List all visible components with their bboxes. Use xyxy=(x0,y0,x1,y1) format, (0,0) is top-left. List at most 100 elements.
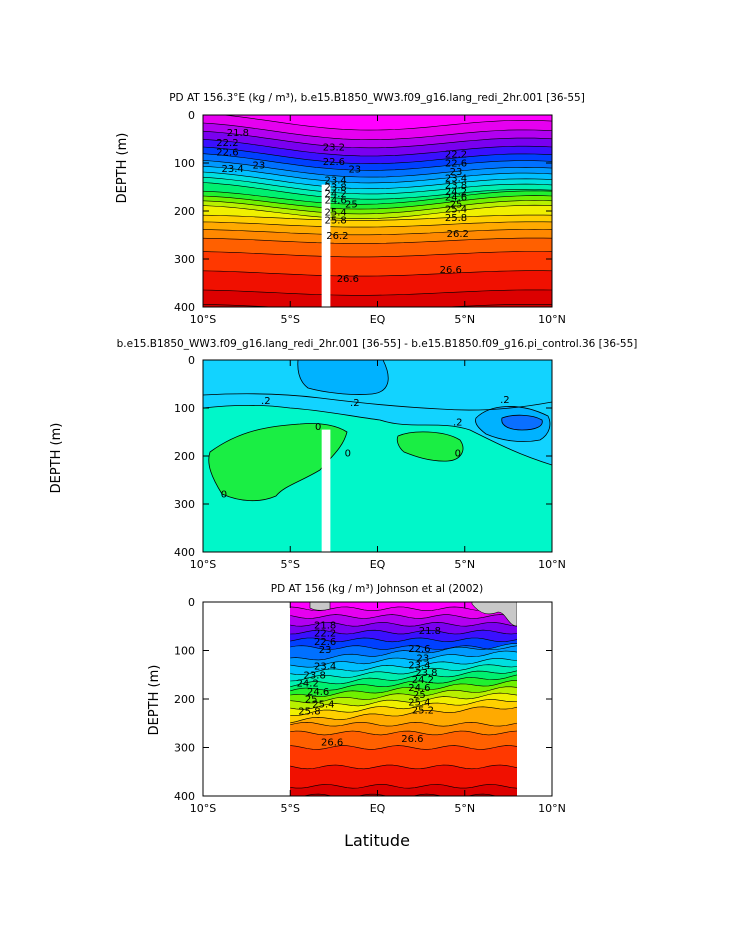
panel3-contour-label: 23 xyxy=(319,645,332,656)
panel1-contour-label: 23.4 xyxy=(445,173,467,184)
panel2-xtick-label: 10°S xyxy=(190,558,216,571)
panel2-contour-label: 0 xyxy=(455,449,461,460)
panel2-xtick-label: EQ xyxy=(370,558,386,571)
panel2-contour-label: 0 xyxy=(221,489,227,500)
panel2-region-plus-0.6 xyxy=(501,414,543,431)
panel1-contour-label: 25.8 xyxy=(324,216,346,227)
panel3-contour-line xyxy=(290,764,517,770)
panel1-masked-column xyxy=(321,184,331,307)
panel1-contour-line xyxy=(203,171,552,189)
panel1-contour-line xyxy=(203,146,552,165)
panel1-contour-label: 22.2 xyxy=(445,149,467,160)
panel2-ytick-label: 300 xyxy=(174,498,195,511)
panel3-contour-label: 21.8 xyxy=(419,626,441,637)
panel1-contour-label: 24.6 xyxy=(445,193,467,204)
panel1-contour-label: 22.6 xyxy=(323,157,345,168)
panel1-contour-label: 25 xyxy=(345,199,358,210)
panel1-contour-line xyxy=(203,204,552,220)
panel2-xtick-label: 5°N xyxy=(454,558,475,571)
panel3-contour-line xyxy=(290,650,517,668)
panel3-xtick-label: 10°N xyxy=(538,802,566,815)
panel-density-difference: b.e15.B1850_WW3.f09_g16.lang_redi_2hr.00… xyxy=(49,338,637,571)
panel1-contour-line xyxy=(203,229,552,236)
panel3-contour-label: 22.2 xyxy=(314,629,336,640)
panel3-contour-label: 24.6 xyxy=(408,683,430,694)
panel1-contour-line xyxy=(203,195,552,210)
panel2-xtick-label: 10°N xyxy=(538,558,566,571)
panel3-xtick-label: 5°N xyxy=(454,802,475,815)
panel3-ytick-label: 200 xyxy=(174,693,195,706)
panel1-contour-line xyxy=(203,160,552,178)
panel3-xtick-label: 10°S xyxy=(190,802,216,815)
panel1-contour-label: 26.2 xyxy=(447,229,469,240)
panel1-field xyxy=(203,115,552,307)
panel1-contour-line xyxy=(203,165,552,184)
panel1-ytick-label: 100 xyxy=(174,157,195,170)
panel-model-density: PD AT 156.3°E (kg / m³), b.e15.B1850_WW3… xyxy=(115,92,585,326)
panel3-contour-line xyxy=(290,637,517,643)
panel1-contour-label: 22.6 xyxy=(445,158,467,169)
panel3-contour-line xyxy=(290,699,517,717)
panel2-region-negative-right xyxy=(396,431,464,462)
panel1-contour-label: 26.6 xyxy=(337,274,359,285)
panel1-ytick-label: 400 xyxy=(174,301,195,314)
panel3-contour-label: 23.4 xyxy=(314,662,336,673)
panel3-contour-line xyxy=(290,643,517,661)
panel1-contour-label: 25.8 xyxy=(445,213,467,224)
panel3-contour-line xyxy=(290,645,517,650)
panel1-contour-line xyxy=(203,251,552,258)
panel3-contour-label: 25 xyxy=(305,694,318,705)
panel3-contour-line xyxy=(290,692,517,710)
panel1-ytick-label: 300 xyxy=(174,253,195,266)
panel3-contour-line xyxy=(290,664,517,682)
panel2-ytick-label: 200 xyxy=(174,450,195,463)
panel1-contour-label: 23.4 xyxy=(222,164,244,175)
panel3-contour-line xyxy=(290,629,517,635)
panel1-xtick-label: 5°S xyxy=(281,313,300,326)
panel1-ylabel: DEPTH (m) xyxy=(115,133,130,204)
panel1-contour-label: 24.2 xyxy=(445,187,467,198)
panel2-contour-label: .2 xyxy=(453,417,463,428)
panel3-xlabel: Latitude xyxy=(344,831,410,850)
panel2-ytick-label: 0 xyxy=(188,354,195,367)
panel1-ytick-label: 0 xyxy=(188,109,195,122)
panel2-contour-labels: .2 .2 .2 .2 0 0 0 0 xyxy=(221,395,510,501)
panel3-contour-line xyxy=(290,658,517,675)
panel1-contour-line xyxy=(203,289,552,296)
panel1-contour-label: 22.2 xyxy=(216,138,238,149)
panel2-ylabel: DEPTH (m) xyxy=(49,423,64,494)
panel1-contour-line xyxy=(203,200,552,215)
panel3-contour-line xyxy=(290,721,517,727)
panel1-contour-label: 25.4 xyxy=(445,205,467,216)
panel1-contour-line xyxy=(203,176,552,195)
panel2-region-plus-0.4-left xyxy=(297,360,389,395)
panel1-title: PD AT 156.3°E (kg / m³), b.e15.B1850_WW3… xyxy=(169,92,585,104)
panel3-contour-line xyxy=(290,745,517,750)
panel3-contour-line xyxy=(290,686,517,704)
panel2-contour-label: .2 xyxy=(261,396,271,407)
panel3-contour-label: 25 xyxy=(413,690,426,701)
panel3-contour-labels: 21.822.222.62323.423.824.224.62525.425.8… xyxy=(297,620,441,748)
panel1-contour-line xyxy=(203,139,552,157)
panel2-ytick-label: 400 xyxy=(174,546,195,559)
panel2-region-plus-0.2 xyxy=(203,360,552,465)
panel-observed-density: PD AT 156 (kg / m³) Johnson et al (2002)… xyxy=(147,583,566,850)
panel1-contour-label: 23.8 xyxy=(324,182,346,193)
panel3-contour-line xyxy=(302,793,498,796)
panel2-field xyxy=(203,360,552,552)
panel1-contour-line xyxy=(203,221,552,228)
panel2-contour-label: 0 xyxy=(345,449,351,460)
panel3-contour-label: 24.2 xyxy=(297,678,319,689)
panel3-contour-label: 24.2 xyxy=(412,675,434,686)
panel3-xtick-label: 5°S xyxy=(281,802,300,815)
panel3-ytick-label: 400 xyxy=(174,790,195,803)
panel2-masked-column xyxy=(321,429,331,552)
panel2-xtick-label: 5°S xyxy=(281,558,300,571)
panel1-contour-line xyxy=(203,303,552,307)
panel3-contour-line xyxy=(290,706,517,724)
panel3-xtick-label: EQ xyxy=(370,802,386,815)
panel1-contour-label: 22.6 xyxy=(216,147,238,158)
panel2-contour-label: 0 xyxy=(315,422,321,433)
panel3-contour-label: 23.8 xyxy=(415,668,437,679)
panel3-contour-label: 22.6 xyxy=(314,637,336,648)
